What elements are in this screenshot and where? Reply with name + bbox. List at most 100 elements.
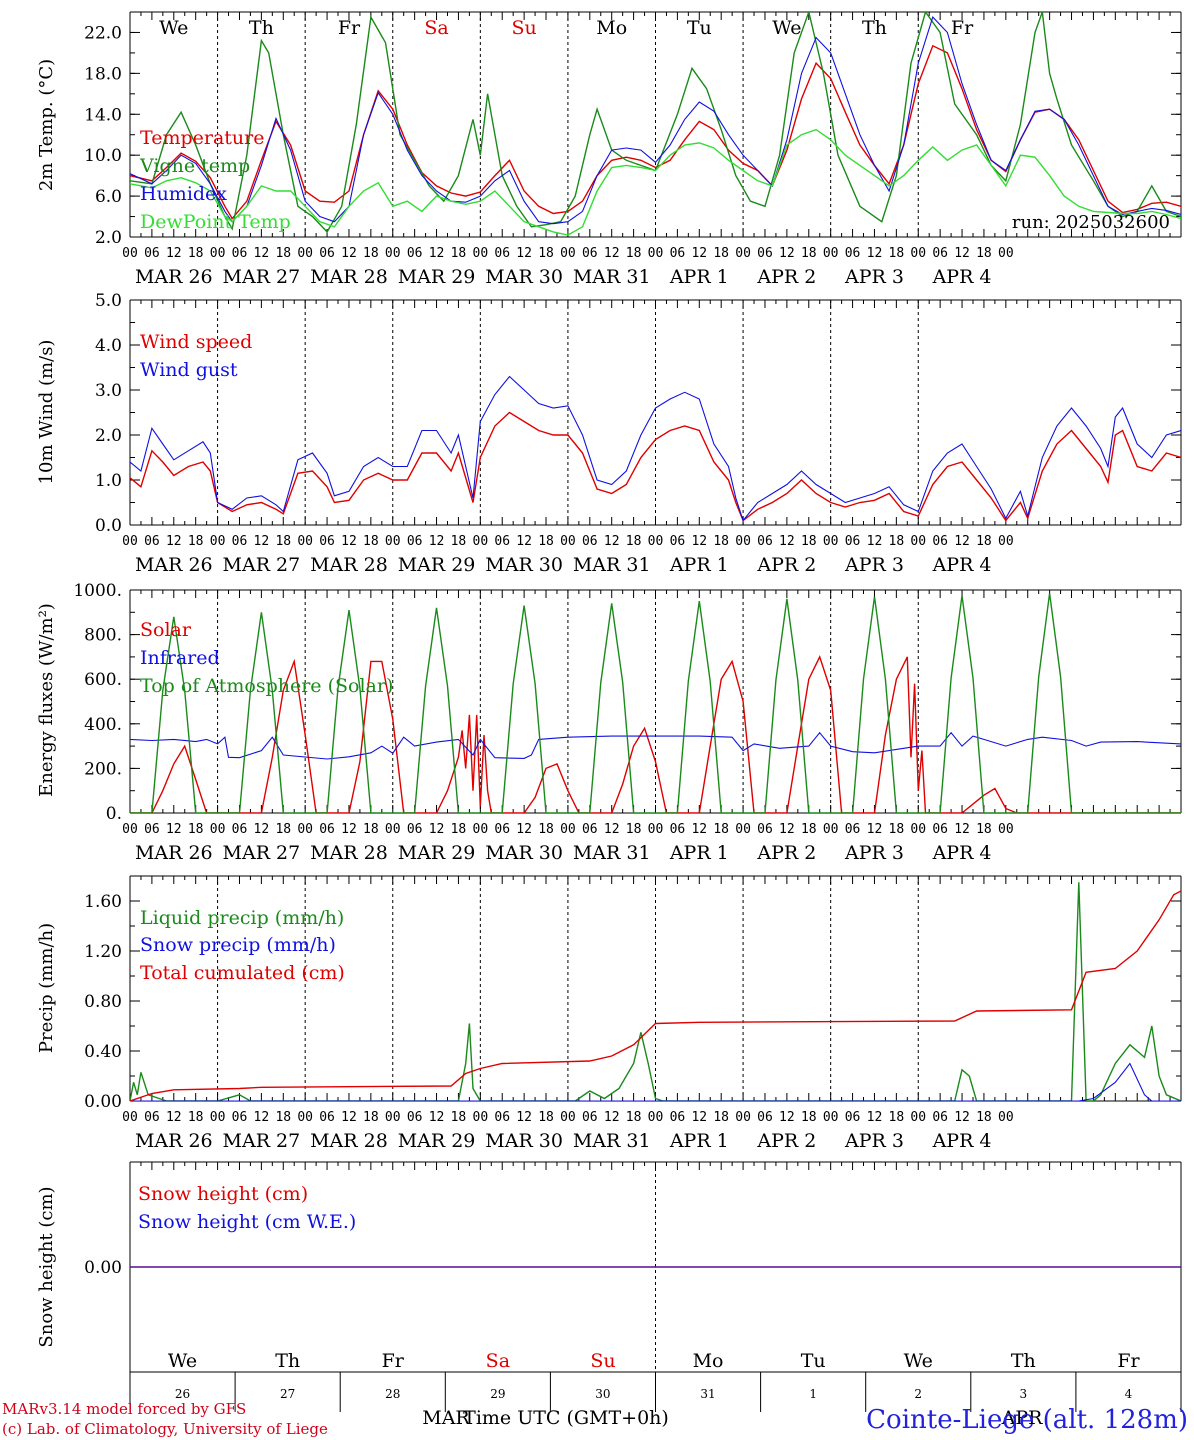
x-tick-label: 12 (954, 822, 970, 837)
y-tick-label: 10.0 (84, 146, 122, 166)
weekday-label-bottom: We (168, 1350, 197, 1372)
x-tick-label: 18 (713, 1110, 729, 1125)
x-tick-label: 18 (626, 822, 642, 837)
x-tick-label: 06 (670, 246, 686, 261)
x-tick-label: 00 (560, 534, 576, 549)
x-tick-label: 12 (254, 1110, 270, 1125)
date-label: APR 4 (932, 266, 992, 288)
legend-entry: Snow height (cm W.E.) (138, 1211, 356, 1233)
month-label: MAR (422, 1407, 470, 1429)
date-label: MAR 26 (135, 842, 213, 864)
x-tick-label: 18 (363, 246, 379, 261)
x-tick-label: 00 (823, 246, 839, 261)
x-tick-label: 18 (275, 534, 291, 549)
legend-entry: Humidex (140, 183, 227, 205)
y-tick-label: 2.0 (95, 228, 122, 248)
x-tick-label: 12 (341, 1110, 357, 1125)
legend-entry: Total cumulated (cm) (140, 962, 345, 984)
y-tick-label: 0.40 (84, 1042, 122, 1062)
legend-entry: Vigne temp (139, 155, 250, 177)
x-tick-label: 00 (297, 534, 313, 549)
date-label: MAR 27 (223, 842, 301, 864)
weekday-label-bottom: Th (1011, 1350, 1036, 1372)
date-label: MAR 28 (310, 554, 388, 576)
date-label: APR 4 (932, 554, 992, 576)
x-tick-label: 18 (713, 822, 729, 837)
station-name: Cointe-Liege (alt. 128m) (866, 1405, 1188, 1435)
date-label: APR 2 (756, 842, 816, 864)
x-tick-label: 00 (648, 246, 664, 261)
legend-entry: DewPoint Temp (140, 211, 291, 233)
y-tick-label: 14.0 (84, 105, 122, 125)
x-tick-label: 00 (823, 822, 839, 837)
date-label: MAR 27 (223, 554, 301, 576)
date-label: MAR 31 (573, 842, 651, 864)
y-tick-label: 6.0 (95, 187, 122, 207)
x-tick-label: 12 (254, 534, 270, 549)
x-tick-label: 00 (735, 534, 751, 549)
x-tick-label: 06 (582, 822, 598, 837)
x-tick-label: 00 (560, 1110, 576, 1125)
x-tick-label: 06 (232, 534, 248, 549)
x-tick-label: 12 (166, 534, 182, 549)
x-tick-label: 12 (341, 246, 357, 261)
date-label: APR 4 (932, 1130, 992, 1152)
y-tick-label: 1.60 (84, 892, 122, 912)
date-label: APR 1 (669, 554, 729, 576)
x-tick-label: 00 (560, 822, 576, 837)
series-line-wind-speed (130, 411, 1181, 522)
series-line-infrared (130, 731, 1181, 760)
x-tick-label: 18 (889, 1110, 905, 1125)
weekday-label-bottom: Sa (486, 1350, 510, 1372)
y-tick-label: 1000. (73, 581, 122, 601)
y-tick-label: 0.80 (84, 992, 122, 1012)
x-tick-label: 12 (604, 246, 620, 261)
x-tick-label: 12 (341, 534, 357, 549)
y-axis-label: 2m Temp. (°C) (36, 59, 57, 191)
x-tick-label: 18 (451, 822, 467, 837)
weekday-label: Tu (687, 17, 712, 39)
x-tick-label: 06 (232, 1110, 248, 1125)
weekday-label: Sa (424, 17, 448, 39)
series-line-liquid-precip-mm-h- (130, 882, 1181, 1101)
x-tick-label: 18 (188, 822, 204, 837)
panel-2: 0.0 1.0 2.0 3.0 4.0 5.0 10m Wind (m/s) 00 06 12 18… (36, 291, 1182, 576)
x-tick-label: 06 (932, 246, 948, 261)
x-tick-label: 00 (473, 246, 489, 261)
x-tick-label: 18 (976, 1110, 992, 1125)
x-tick-label: 06 (319, 534, 335, 549)
x-tick-label: 18 (889, 534, 905, 549)
x-tick-label: 18 (626, 1110, 642, 1125)
x-tick-label: 06 (407, 1110, 423, 1125)
y-tick-label: 0. (106, 804, 122, 824)
legend-entry: Snow precip (mm/h) (140, 934, 336, 956)
date-label: MAR 29 (398, 842, 476, 864)
x-axis-title: Time UTC (GMT+0h) (463, 1407, 669, 1429)
x-tick-label: 06 (845, 246, 861, 261)
date-label: MAR 31 (573, 554, 651, 576)
x-tick-label: 18 (275, 822, 291, 837)
month-label: APR (1001, 1407, 1044, 1429)
panel-4: 0.00 0.40 0.80 1.20 1.60 Precip (mm/h) 00 06 12 1… (36, 875, 1182, 1152)
x-tick-label: 18 (801, 246, 817, 261)
x-tick-label: 00 (648, 1110, 664, 1125)
x-tick-label: 00 (297, 822, 313, 837)
x-tick-label: 06 (845, 534, 861, 549)
y-tick-label: 2.0 (95, 426, 122, 446)
x-tick-label: 00 (998, 246, 1014, 261)
weekday-label-bottom: Th (275, 1350, 300, 1372)
x-tick-label: 06 (932, 1110, 948, 1125)
x-tick-label: 12 (604, 822, 620, 837)
date-label: MAR 30 (485, 554, 563, 576)
x-tick-label: 18 (976, 822, 992, 837)
x-tick-label: 06 (144, 534, 160, 549)
y-axis-label: Energy fluxes (W/m²) (36, 603, 57, 797)
footer-model: MARv3.14 model forced by GFS (2, 1400, 246, 1418)
y-axis-label: 10m Wind (m/s) (36, 340, 57, 485)
y-tick-label: 18.0 (84, 64, 122, 84)
x-tick-label: 18 (889, 822, 905, 837)
x-tick-label: 12 (779, 822, 795, 837)
footer-copyright: (c) Lab. of Climatology, University of L… (2, 1420, 328, 1438)
x-tick-label: 18 (713, 246, 729, 261)
